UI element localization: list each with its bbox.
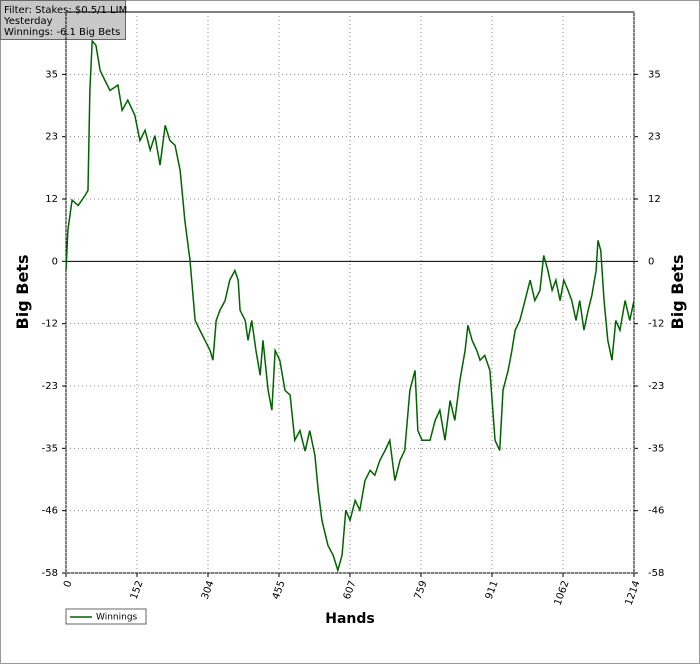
- y-tick-label: -35: [42, 443, 58, 454]
- y-tick-label: 12: [45, 194, 58, 205]
- y-tick-label: 0: [52, 256, 58, 267]
- y-tick-label: -23: [42, 381, 58, 392]
- x-tick-label: 0: [62, 579, 75, 589]
- legend-label: Winnings: [96, 613, 138, 623]
- legend-box: [65, 608, 147, 625]
- y2-tick-label: 35: [648, 69, 661, 80]
- line-series: [65, 39, 635, 573]
- y2-tick-label: -12: [648, 319, 664, 330]
- y2-tick-label: -58: [648, 568, 664, 579]
- info-line: Yesterday: [3, 16, 53, 27]
- y2-axis-title: Big Bets: [668, 255, 687, 330]
- y2-tick-label: 23: [648, 132, 661, 143]
- y-tick-label: -46: [42, 506, 58, 517]
- y-tick-label: -58: [42, 568, 58, 579]
- info-line: Winnings: -6.1 Big Bets: [4, 27, 120, 38]
- y2-tick-label: 12: [648, 194, 661, 205]
- y-axis-title: Big Bets: [13, 255, 32, 330]
- y2-tick-label: -35: [648, 443, 664, 454]
- y-tick-label: 35: [45, 69, 58, 80]
- x-axis-title: Hands: [325, 611, 375, 627]
- y2-tick-label: -46: [648, 506, 664, 517]
- y2-tick-label: -23: [648, 381, 664, 392]
- info-line: Filter: Stakes: $0.5/1 LIM: [4, 5, 127, 16]
- y-tick-label: -12: [42, 319, 58, 330]
- info-box: [0, 0, 126, 40]
- y-tick-label: 23: [45, 132, 58, 143]
- y2-tick-label: 0: [648, 256, 654, 267]
